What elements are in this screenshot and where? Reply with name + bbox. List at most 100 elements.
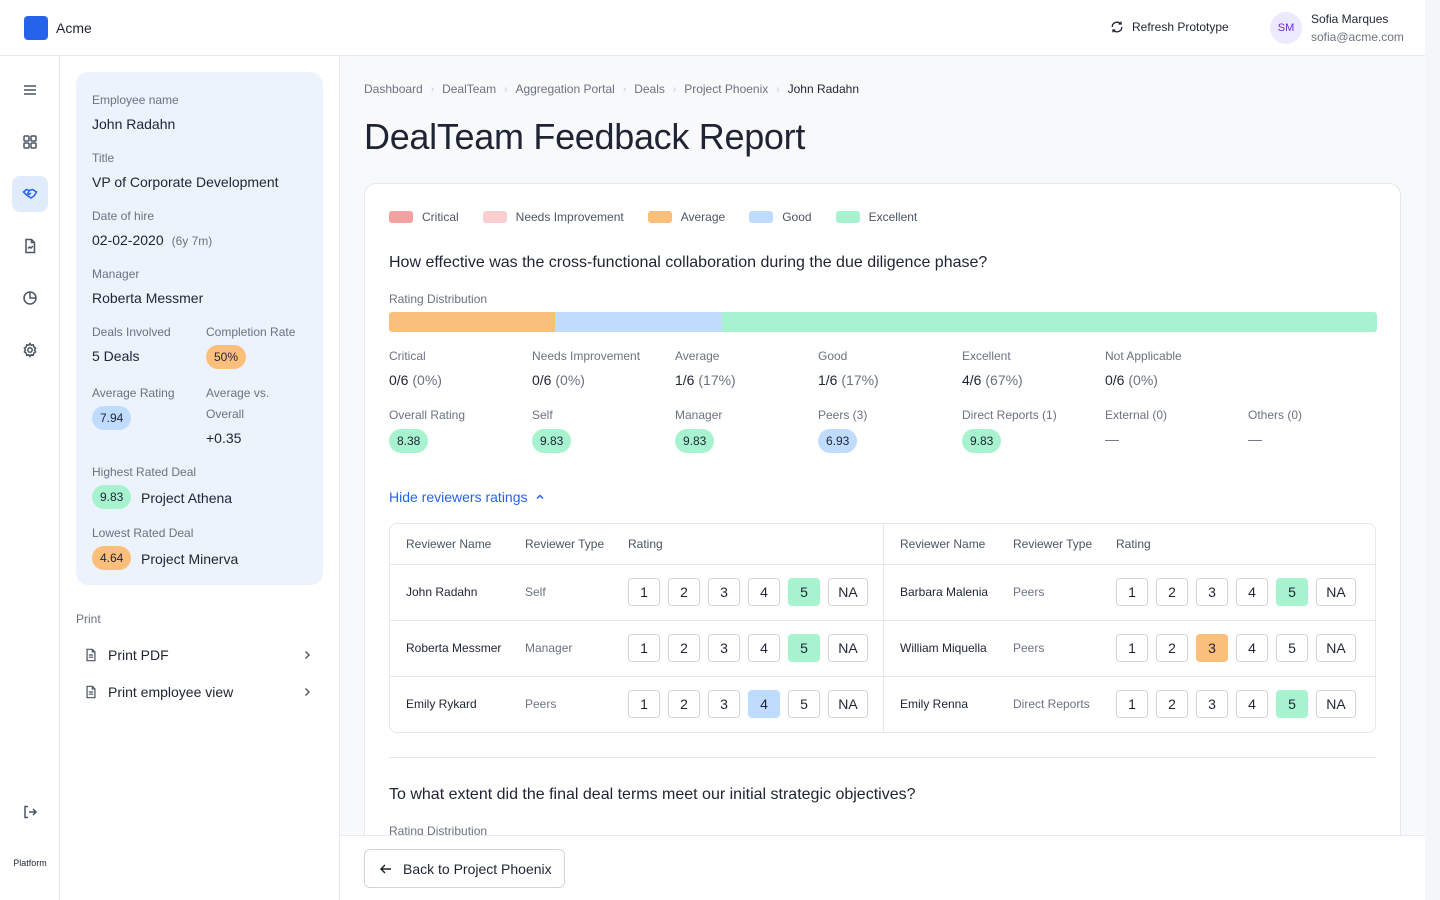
rating-score-stat: External (0) — [1105, 408, 1167, 447]
print-employee-view-button[interactable]: Print employee view [76, 675, 323, 709]
legend-item: Good [749, 210, 812, 224]
back-to-project-button[interactable]: Back to Project Phoenix [364, 849, 565, 888]
breadcrumb-item[interactable]: Project Phoenix [684, 82, 769, 96]
rating-option[interactable]: 3 [708, 690, 740, 718]
header-reviewer-name: Reviewer Name [900, 537, 986, 551]
rating-option[interactable]: 4 [1236, 690, 1268, 718]
rating-score-stat: Manager 9.83 [675, 408, 722, 453]
average-rating-badge: 7.94 [92, 406, 132, 430]
main-content: Dashboard › DealTeam › Aggregation Portal › De… [340, 56, 1425, 835]
reviewer-name: John Radahn [406, 585, 478, 599]
rating-option[interactable]: 3 [1196, 690, 1228, 718]
report-card: Critical Needs Improvement Average Good Exce… [364, 183, 1401, 835]
rating-option[interactable]: NA [1316, 690, 1356, 718]
top-bar: Acme Refresh Prototype SM Sofia Marques … [0, 0, 1425, 56]
reviewer-type: Direct Reports [1013, 697, 1090, 711]
rating-option[interactable]: 4 [748, 690, 780, 718]
rating-option[interactable]: 5 [788, 634, 820, 662]
pie-chart-icon[interactable] [12, 280, 48, 316]
dashboard-grid-icon[interactable] [12, 124, 48, 160]
stat-label: Good [818, 349, 848, 363]
rating-option[interactable]: NA [828, 634, 868, 662]
print-pdf-button[interactable]: Print PDF [76, 638, 323, 672]
rating-option[interactable]: 1 [628, 690, 660, 718]
rating-option[interactable]: 5 [788, 690, 820, 718]
rating-option[interactable]: 4 [748, 578, 780, 606]
tenure: (6y 7m) [171, 234, 213, 248]
rating-option[interactable]: 2 [668, 690, 700, 718]
question-separator [389, 757, 1376, 758]
rating-option[interactable]: 5 [1276, 634, 1308, 662]
platform-label: Platform [13, 858, 47, 868]
reviewer-name: Emily Renna [900, 697, 969, 711]
rating-count-stat: Good 1/6 (17%) [818, 349, 879, 388]
stat-label: Overall Rating [389, 408, 466, 422]
rating-score-stat: Self 9.83 [532, 408, 572, 453]
gear-icon[interactable] [12, 332, 48, 368]
rating-option[interactable]: 1 [628, 578, 660, 606]
rating-option[interactable]: 2 [1156, 634, 1188, 662]
acme-logo[interactable] [24, 16, 48, 40]
rating-option[interactable]: 1 [628, 634, 660, 662]
rating-option[interactable]: 1 [1116, 690, 1148, 718]
header-rating: Rating [628, 537, 663, 551]
chevron-right-icon [305, 688, 310, 696]
rating-option[interactable]: 5 [788, 578, 820, 606]
rating-option[interactable]: NA [828, 578, 868, 606]
rating-option[interactable]: 5 [1276, 690, 1308, 718]
breadcrumb-item[interactable]: DealTeam [442, 82, 497, 96]
average-rating-label: Average Rating [92, 386, 175, 400]
row-divider [390, 564, 1375, 565]
refresh-prototype-button[interactable]: Refresh Prototype [1110, 20, 1229, 34]
hide-reviewers-toggle[interactable]: Hide reviewers ratings [389, 489, 546, 505]
rating-option[interactable]: NA [1316, 578, 1356, 606]
document-report-icon[interactable] [12, 228, 48, 264]
reviewer-name: Roberta Messmer [406, 641, 502, 655]
question-2-text: To what extent did the final deal terms … [389, 786, 916, 803]
rating-option[interactable]: NA [1316, 634, 1356, 662]
legend-item: Average [647, 210, 726, 224]
rating-option[interactable]: 2 [668, 578, 700, 606]
rating-option[interactable]: 4 [1236, 634, 1268, 662]
legend-swatch [389, 211, 413, 223]
rating-option[interactable]: 1 [1116, 634, 1148, 662]
menu-icon[interactable] [12, 72, 48, 108]
reviewer-name: William Miquella [900, 641, 987, 655]
hide-reviewers-label: Hide reviewers ratings [389, 489, 528, 505]
rating-option[interactable]: 1 [1116, 578, 1148, 606]
breadcrumb-item[interactable]: Dashboard [364, 82, 423, 96]
rating-option[interactable]: 3 [1196, 634, 1228, 662]
breadcrumb-separator-icon: › [504, 83, 508, 95]
breadcrumb-item[interactable]: Aggregation Portal [515, 82, 615, 96]
rating-option[interactable]: 4 [1236, 578, 1268, 606]
breadcrumb-separator-icon: › [672, 83, 677, 95]
rating-option[interactable]: 2 [1156, 690, 1188, 718]
score-badge: 6.93 [818, 429, 858, 453]
stat-label: Peers (3) [818, 408, 868, 422]
rating-option[interactable]: NA [828, 690, 868, 718]
scrollbar[interactable] [1425, 0, 1440, 900]
arrow-left-icon [379, 863, 391, 874]
rating-count-stat: Needs Improvement 0/6 (0%) [532, 349, 640, 388]
rating-option[interactable]: 2 [1156, 578, 1188, 606]
handshake-icon[interactable] [12, 176, 48, 212]
rating-option[interactable]: 2 [668, 634, 700, 662]
rating-option[interactable]: 3 [708, 634, 740, 662]
refresh-icon [1111, 21, 1123, 33]
rating-option[interactable]: 3 [1196, 578, 1228, 606]
header-reviewer-type: Reviewer Type [525, 537, 605, 551]
breadcrumb-item[interactable]: Deals [634, 82, 665, 96]
rating-option[interactable]: 5 [1276, 578, 1308, 606]
avatar[interactable]: SM [1270, 12, 1302, 44]
stat-value: 4/6 (67%) [962, 372, 1023, 388]
legend-label: Critical [422, 210, 459, 224]
rating-option[interactable]: 3 [708, 578, 740, 606]
breadcrumb: Dashboard › DealTeam › Aggregation Portal › De… [364, 82, 859, 96]
legend-label: Average [680, 210, 726, 224]
rating-option[interactable]: 4 [748, 634, 780, 662]
logout-icon[interactable] [12, 794, 48, 830]
breadcrumb-separator-icon: › [430, 83, 435, 95]
app-name: Acme [56, 20, 92, 36]
distribution-segment [389, 312, 556, 332]
legend-item: Excellent [835, 210, 917, 224]
